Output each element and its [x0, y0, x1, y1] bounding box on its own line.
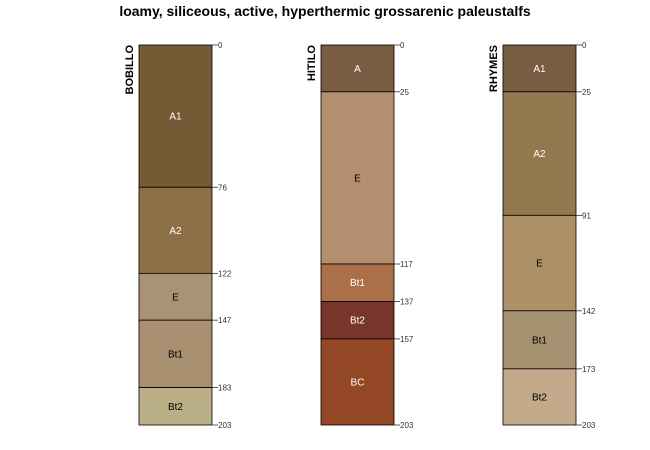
depth-label: 76	[218, 183, 227, 192]
depth-label: 122	[218, 269, 232, 278]
depth-label: 203	[400, 421, 414, 430]
horizon-label: Bt1	[168, 349, 183, 360]
horizon-bt1	[502, 310, 577, 370]
depth-label: 137	[400, 297, 414, 306]
soil-profile-bobillo: BOBILLO A1 A2 E Bt1 Bt2 0 76 122 147 183 203	[124, 41, 232, 430]
horizon-bt2	[320, 301, 395, 340]
horizon-bt2	[138, 387, 213, 426]
figure-title: loamy, siliceous, active, hyperthermic g…	[119, 3, 531, 19]
horizon-label: Bt1	[532, 335, 547, 346]
horizon-label: Bt2	[532, 392, 547, 403]
horizon-label: Bt2	[168, 402, 183, 413]
horizon-e	[138, 272, 213, 321]
horizon-bt2	[502, 368, 577, 426]
horizon-a2	[502, 91, 577, 216]
horizon-label: E	[172, 292, 179, 303]
profile-name: BOBILLO	[124, 45, 136, 95]
horizon-label: A1	[169, 112, 182, 123]
horizon-label: A	[354, 64, 361, 75]
depth-label: 0	[218, 41, 223, 50]
depth-label: 173	[582, 365, 596, 374]
horizon-label: A2	[169, 226, 182, 237]
profile-name: RHYMES	[488, 45, 500, 92]
horizon-label: E	[354, 173, 361, 184]
soil-profile-rhymes: RHYMES A1 A2 E Bt1 Bt2 0 25 91 142 173 203	[488, 41, 596, 430]
horizon-label: E	[536, 259, 543, 270]
horizon-label: BC	[351, 377, 365, 388]
profile-name: HITILO	[306, 45, 318, 81]
depth-label: 203	[582, 421, 596, 430]
depth-label: 203	[218, 421, 232, 430]
horizon-e	[502, 214, 577, 312]
depth-label: 25	[400, 88, 409, 97]
depth-label: 147	[218, 316, 232, 325]
soil-profile-hitilo: HITILO A E Bt1 Bt2 BC 0 25 117 137 157 203	[306, 41, 414, 430]
depth-label: 117	[400, 260, 413, 269]
depth-label: 0	[400, 41, 405, 50]
horizon-a1	[138, 44, 213, 188]
horizon-a1	[502, 44, 577, 93]
depth-label: 91	[582, 211, 591, 220]
horizon-label: A2	[533, 149, 546, 160]
depth-label: 183	[218, 384, 232, 393]
horizon-label: A1	[533, 64, 546, 75]
horizon-label: Bt1	[350, 278, 365, 289]
horizon-bt1	[138, 319, 213, 388]
depth-label: 157	[400, 335, 414, 344]
horizon-bc	[320, 338, 395, 426]
horizon-label: Bt2	[350, 316, 365, 327]
depth-label: 25	[582, 88, 591, 97]
horizon-bt1	[320, 263, 395, 302]
depth-label: 142	[582, 307, 596, 316]
depth-label: 0	[582, 41, 587, 50]
